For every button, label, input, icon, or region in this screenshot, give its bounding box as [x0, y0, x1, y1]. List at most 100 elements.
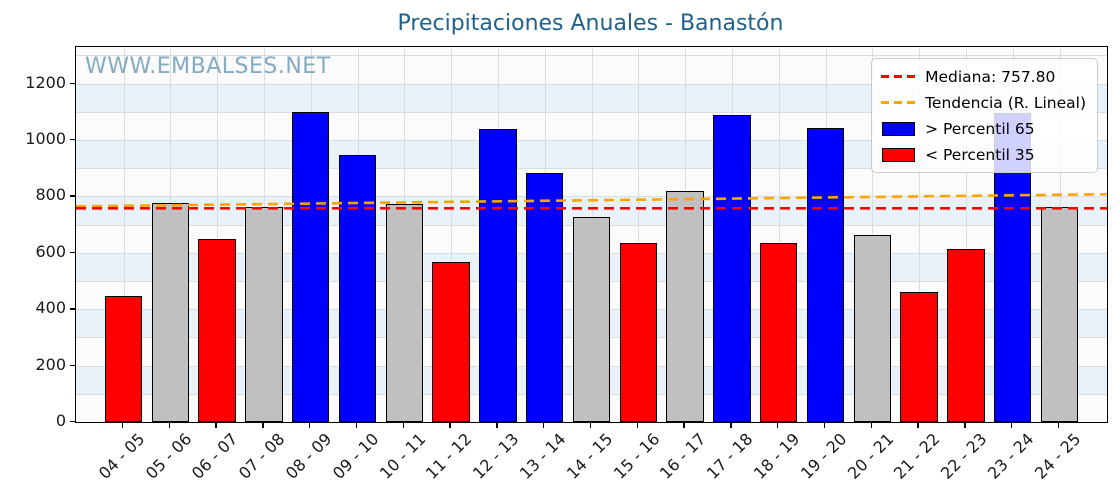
- bar: [385, 203, 424, 422]
- bar: [151, 203, 190, 422]
- bar: [759, 243, 798, 422]
- swatch: [881, 100, 916, 105]
- y-axis-label: 200: [35, 354, 66, 374]
- legend-item: < Percentil 35: [881, 145, 1086, 164]
- y-axis-label: 1000: [25, 129, 66, 149]
- x-axis-label: 10 - 11: [375, 429, 430, 483]
- legend-dash-swatch: [881, 100, 916, 105]
- x-axis-label: 24 - 25: [1030, 429, 1085, 483]
- vertical-gridline: [217, 47, 219, 422]
- x-axis-label: 07 - 08: [235, 429, 289, 483]
- x-axis-tick: [1057, 423, 1060, 428]
- x-axis-tick: [589, 423, 592, 428]
- x-axis-label: 21 - 22: [890, 429, 944, 483]
- x-axis-tick: [964, 423, 966, 428]
- x-axis-tick: [870, 423, 872, 428]
- vertical-gridline: [919, 47, 921, 422]
- bar: [479, 128, 517, 422]
- y-axis-tick: [70, 195, 75, 197]
- y-axis-label: 0: [55, 411, 66, 430]
- bar: [619, 243, 658, 422]
- x-axis-tick: [1011, 423, 1013, 428]
- y-axis-label: 400: [35, 298, 66, 318]
- bar: [1040, 206, 1079, 422]
- bar: [666, 190, 704, 422]
- bar: [291, 112, 330, 422]
- bar: [806, 127, 845, 422]
- legend-label: > Percentil 65: [925, 119, 1035, 138]
- bar: [947, 249, 985, 422]
- x-axis-label: 23 - 24: [983, 429, 1038, 483]
- bar: [572, 217, 611, 422]
- y-axis-tick: [70, 82, 75, 85]
- x-axis-tick: [215, 423, 217, 428]
- x-axis-tick: [168, 423, 170, 428]
- chart-title: Precipitaciones Anuales - Banastón: [397, 11, 784, 36]
- bar: [525, 173, 564, 422]
- x-axis-label: 18 - 19: [749, 429, 804, 483]
- vertical-gridline: [451, 47, 453, 422]
- x-axis-tick: [355, 423, 358, 428]
- x-axis-label: 22 - 23: [937, 429, 991, 483]
- legend-label: < Percentil 35: [925, 145, 1035, 164]
- x-axis-label: 12 - 13: [469, 429, 523, 483]
- x-axis-tick: [683, 423, 685, 428]
- bar: [900, 292, 938, 422]
- y-axis-label: 1200: [25, 72, 66, 92]
- x-axis-label: 04 - 05: [94, 429, 149, 483]
- legend-rect-swatch: [881, 147, 915, 162]
- x-axis-tick: [636, 423, 638, 428]
- vertical-gridline: [638, 47, 640, 422]
- x-axis-tick: [917, 423, 919, 428]
- x-axis-label: 16 - 17: [656, 429, 710, 483]
- vertical-gridline: [965, 47, 967, 422]
- x-axis-tick: [777, 423, 779, 428]
- x-axis-label: 19 - 20: [796, 429, 851, 483]
- bar: [245, 207, 283, 422]
- y-axis-label: 800: [35, 185, 66, 205]
- vertical-gridline: [778, 47, 780, 422]
- y-axis-tick: [70, 251, 75, 254]
- x-axis-tick: [121, 423, 124, 428]
- legend: Mediana: 757.80 Tendencia (R. Lineal) > Pe…: [871, 58, 1098, 173]
- vertical-gridline: [123, 47, 125, 422]
- x-axis-label: 09 - 10: [328, 429, 383, 483]
- x-axis-label: 14 - 15: [562, 429, 617, 483]
- y-axis-tick: [70, 139, 75, 141]
- x-axis-label: 05 - 06: [141, 429, 196, 483]
- y-axis-label: 600: [35, 241, 66, 261]
- x-axis-tick: [730, 423, 732, 428]
- x-axis-label: 08 - 09: [281, 429, 336, 483]
- x-axis-label: 17 - 18: [703, 429, 757, 483]
- legend-item: Tendencia (R. Lineal): [881, 93, 1086, 112]
- legend-item: Mediana: 757.80: [881, 67, 1086, 86]
- x-axis-tick: [496, 423, 498, 428]
- swatch: [881, 121, 915, 136]
- legend-label: Mediana: 757.80: [925, 67, 1056, 86]
- legend-rect-swatch: [881, 121, 915, 136]
- x-axis-label: 06 - 07: [188, 429, 242, 483]
- bar: [198, 238, 236, 422]
- x-axis-tick: [262, 423, 264, 428]
- x-axis-tick: [402, 423, 404, 428]
- bar: [713, 114, 751, 422]
- x-axis-tick: [449, 423, 451, 428]
- x-axis-label: 15 - 16: [609, 429, 664, 483]
- bar: [853, 234, 892, 422]
- watermark: WWW.EMBALSES.NET: [85, 54, 331, 79]
- x-axis-tick: [309, 423, 311, 428]
- legend-label: Tendencia (R. Lineal): [925, 93, 1086, 112]
- y-axis-tick: [70, 364, 75, 366]
- x-axis-label: 11 - 12: [422, 429, 476, 483]
- x-axis-label: 13 - 14: [515, 429, 570, 483]
- legend-item: > Percentil 65: [881, 119, 1086, 138]
- bar: [432, 261, 470, 422]
- y-axis-tick: [70, 421, 75, 423]
- x-axis-label: 20 - 21: [843, 429, 898, 483]
- swatch: [881, 74, 916, 79]
- y-axis-tick: [70, 308, 75, 310]
- swatch: [881, 147, 915, 162]
- x-axis-tick: [823, 423, 826, 428]
- legend-dash-swatch: [881, 74, 916, 79]
